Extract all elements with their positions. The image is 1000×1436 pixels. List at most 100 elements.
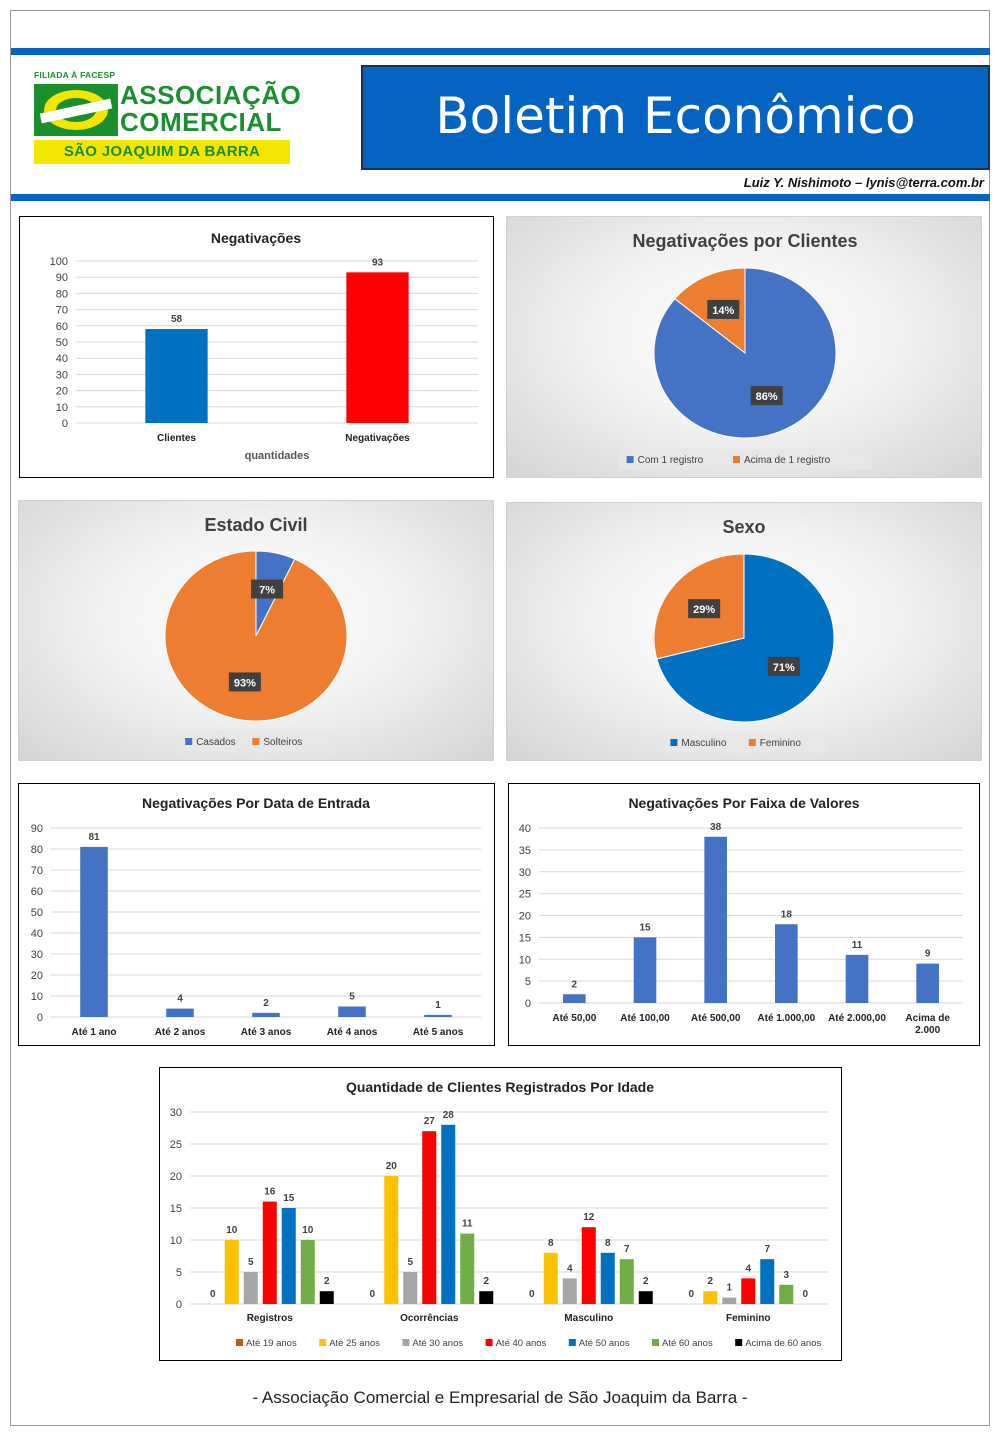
logo-city: SÃO JOAQUIM DA BARRA [34, 140, 290, 164]
data-label: 4 [567, 1263, 573, 1274]
bar [243, 1272, 258, 1304]
data-label: 4 [177, 994, 183, 1005]
data-label: 7% [259, 585, 275, 597]
chart-negativacoes-por-clientes: Negativações por Clientes 86% 14% Com 1 reg… [506, 216, 982, 478]
y-tick-label: 80 [31, 844, 43, 856]
x-tick-label: Masculino [564, 1313, 613, 1324]
bar [633, 937, 657, 1003]
x-tick-label: Até 100,00 [620, 1013, 670, 1024]
bar [384, 1176, 399, 1304]
bar [441, 1124, 456, 1304]
data-label: 4 [745, 1263, 751, 1274]
legend-swatch [252, 738, 260, 745]
bar [543, 1252, 558, 1304]
logo-emblem [34, 84, 118, 136]
author-credit: Luiz Y. Nishimoto – lynis@terra.com.br [743, 175, 984, 190]
legend-swatch [319, 1339, 327, 1346]
chart-title: Negativações Por Data de Entrada [142, 795, 370, 811]
bar [403, 1272, 418, 1304]
legend-box [618, 449, 872, 469]
data-label: 81 [88, 832, 100, 843]
data-label: 29% [693, 604, 715, 616]
x-tick-label: Negativações [345, 433, 410, 444]
y-tick-label: 30 [31, 949, 43, 961]
legend-label: Até 60 anos [662, 1338, 713, 1349]
data-label: 15 [283, 1193, 295, 1204]
data-label: 0 [802, 1289, 808, 1300]
bar [145, 329, 208, 423]
bar [581, 1227, 596, 1304]
bar [619, 1259, 634, 1304]
y-tick-label: 25 [519, 889, 531, 901]
chart-title: Negativações [211, 230, 301, 246]
bar [252, 1012, 280, 1017]
data-label: 58 [171, 314, 183, 325]
data-label: 5 [407, 1257, 413, 1268]
legend-label: Até 30 anos [412, 1338, 463, 1349]
bar [224, 1240, 239, 1304]
data-label: 2 [324, 1276, 330, 1287]
pie-slice [164, 550, 348, 722]
legend-swatch [733, 456, 740, 463]
data-label: 15 [639, 922, 651, 933]
bar [845, 954, 869, 1003]
chart-faixa-de-valores: Negativações Por Faixa de Valores 0 5 10 15 2… [508, 783, 980, 1046]
data-label: 86% [756, 391, 778, 403]
bar [300, 1240, 315, 1304]
legend-label: Acima de 1 registro [744, 455, 831, 466]
logo-word-associacao: ASSOCIAÇÃO [120, 80, 302, 110]
y-tick-label: 5 [176, 1267, 182, 1279]
y-tick-label: 90 [56, 272, 68, 284]
legend-label: Casados [196, 737, 235, 748]
data-label: 1 [435, 1000, 441, 1011]
data-label: 38 [710, 822, 722, 833]
y-tick-label: 10 [31, 991, 43, 1003]
y-tick-label: 20 [519, 911, 531, 923]
data-label-box [251, 579, 284, 599]
x-tick-label: Até 1.000,00 [757, 1013, 815, 1024]
bar [262, 1201, 277, 1304]
x-tick-label: Até 2.000,00 [828, 1013, 886, 1024]
bar [775, 924, 798, 1003]
bar [722, 1297, 737, 1304]
data-label-box [767, 656, 800, 676]
data-label: 7 [624, 1244, 630, 1255]
bar [916, 963, 939, 1003]
data-label: 9 [925, 949, 931, 960]
y-tick-label: 20 [31, 970, 43, 982]
bar [638, 1291, 653, 1304]
y-tick-label: 80 [56, 288, 68, 300]
bar [562, 1278, 577, 1304]
legend-label: Com 1 registro [638, 455, 704, 466]
x-tick-label: Ocorrências [400, 1313, 459, 1324]
y-tick-label: 10 [170, 1235, 182, 1247]
y-tick-label: 50 [56, 337, 68, 349]
data-label: 0 [688, 1289, 694, 1300]
bar [460, 1233, 475, 1304]
bar [338, 1006, 366, 1017]
bar [319, 1291, 334, 1304]
chart-estado-civil: Estado Civil 7% 93% Casados Solteiros [18, 500, 494, 761]
logo-affiliation: FILIADA À FACESP [34, 70, 116, 80]
x-tick-label: Clientes [157, 433, 196, 444]
y-tick-label: 15 [519, 932, 531, 944]
data-label: 1 [726, 1283, 732, 1294]
x-tick-label: Até 3 anos [241, 1027, 292, 1038]
legend-label: Acima de 60 anos [745, 1338, 821, 1349]
bar [741, 1278, 756, 1304]
header-rule-bottom [11, 194, 990, 201]
legend-label: Até 25 anos [329, 1338, 380, 1349]
legend-swatch [735, 1339, 743, 1346]
y-tick-label: 10 [519, 954, 531, 966]
bar [779, 1284, 794, 1304]
y-tick-label: 0 [37, 1012, 43, 1024]
legend-swatch [652, 1339, 659, 1346]
x-tick-label: Feminino [726, 1313, 770, 1324]
page-title: Boletim Econômico [361, 65, 990, 170]
data-label: 2 [572, 979, 578, 990]
data-label: 2 [483, 1276, 489, 1287]
bar [479, 1291, 494, 1304]
data-label-box [688, 599, 721, 619]
x-tick-label: Até 4 anos [327, 1027, 378, 1038]
x-tick-label: Até 1 ano [71, 1027, 116, 1038]
